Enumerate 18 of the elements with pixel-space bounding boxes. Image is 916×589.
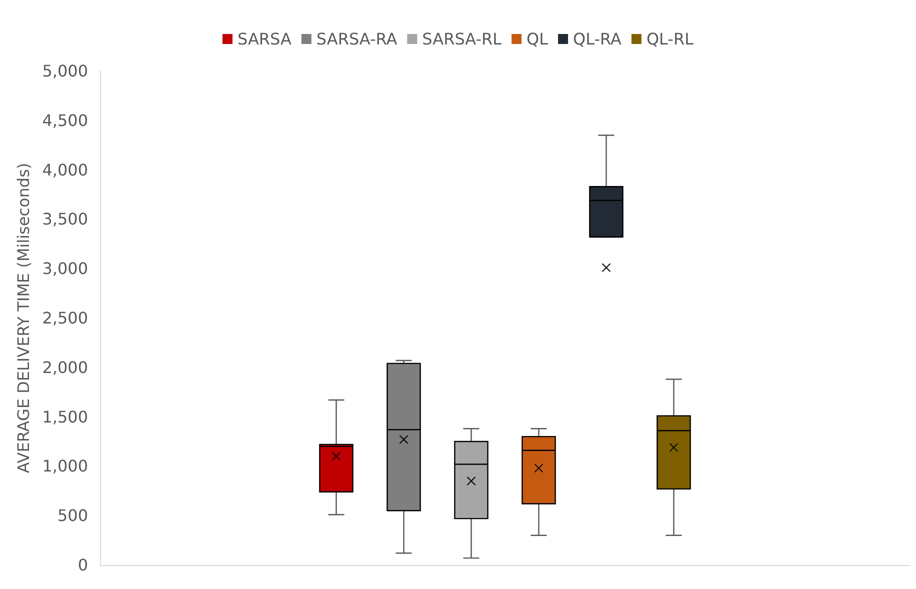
y-tick-label: 2,500: [42, 308, 88, 328]
y-axis-title: AVERAGE DELIVERY TIME (Miliseconds): [14, 162, 33, 474]
y-tick-label: 0: [78, 556, 88, 574]
legend-label: QL-RA: [573, 30, 622, 48]
legend-label: SARSA-RL: [422, 30, 502, 48]
y-tick-label: 5,000: [42, 62, 88, 80]
y-tick-label: 1,500: [42, 407, 88, 426]
y-tick-label: 3,500: [42, 210, 88, 229]
y-tick-label: 3,000: [42, 259, 88, 278]
legend-label: SARSA-RA: [316, 30, 398, 48]
y-tick-label: 500: [57, 506, 88, 526]
y-tick-label: 4,500: [42, 110, 88, 130]
legend-label: QL: [526, 30, 548, 48]
legend-label: QL-RL: [646, 30, 694, 48]
y-tick-label: 4,000: [42, 160, 88, 180]
legend-label: SARSA: [238, 30, 292, 48]
y-tick-label: 2,000: [42, 358, 88, 377]
y-tick-label: 1,000: [42, 456, 88, 476]
